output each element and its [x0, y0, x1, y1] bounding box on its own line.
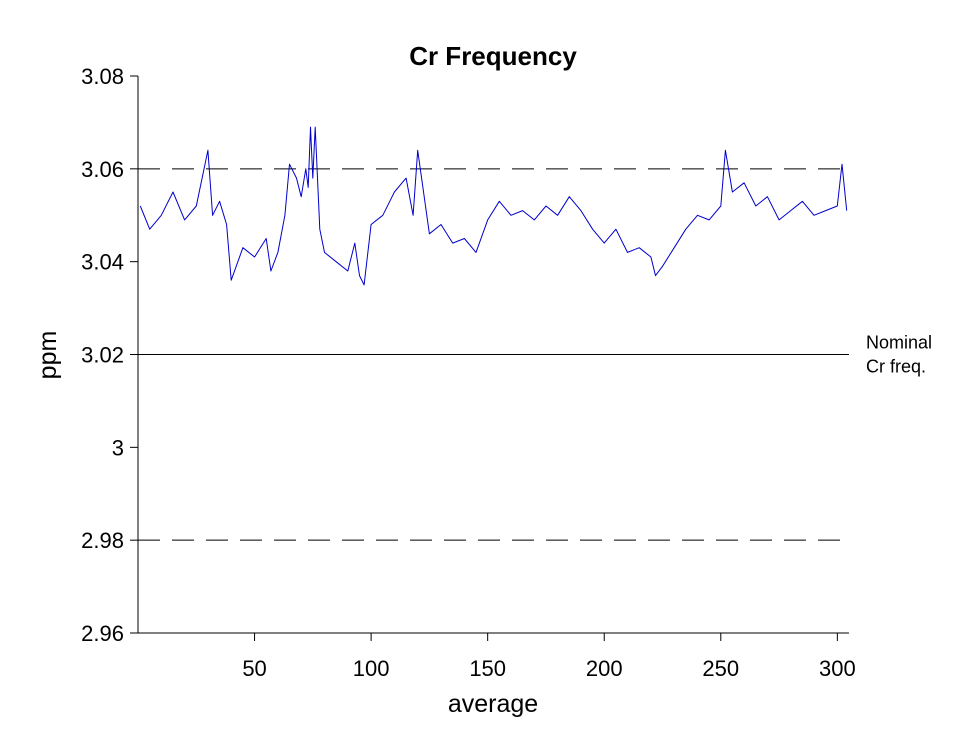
chart-title: Cr Frequency	[409, 41, 577, 71]
x-tick-label: 150	[469, 656, 506, 681]
annotations: Nominal Cr freq.	[866, 333, 932, 377]
x-tick-label: 100	[353, 656, 390, 681]
x-axis-label: average	[448, 690, 538, 718]
y-tick-label: 3	[112, 435, 124, 460]
nominal-annotation-line: Nominal	[866, 333, 932, 353]
x-tick-label: 250	[702, 656, 739, 681]
x-tick-label: 50	[242, 656, 266, 681]
reference-lines	[138, 168, 849, 541]
y-tick-label: 3.06	[81, 157, 124, 182]
y-axis-label: ppm	[34, 331, 62, 380]
x-axis-ticks: 50 100 150 200 250 300	[242, 633, 856, 681]
y-tick-label: 3.08	[81, 64, 124, 89]
y-tick-label: 2.98	[81, 528, 124, 553]
nominal-annotation-line: Cr freq.	[866, 357, 926, 377]
y-tick-label: 2.96	[81, 621, 124, 646]
cr-frequency-series-line	[139, 126, 848, 286]
y-tick-label: 3.02	[81, 343, 124, 368]
y-tick-label: 3.04	[81, 250, 124, 275]
series-group	[139, 126, 848, 286]
y-axis-ticks: 3.08 3.06 3.04 3.02 3 2.98 2.96	[81, 64, 138, 646]
x-tick-label: 300	[819, 656, 856, 681]
x-tick-label: 200	[586, 656, 623, 681]
